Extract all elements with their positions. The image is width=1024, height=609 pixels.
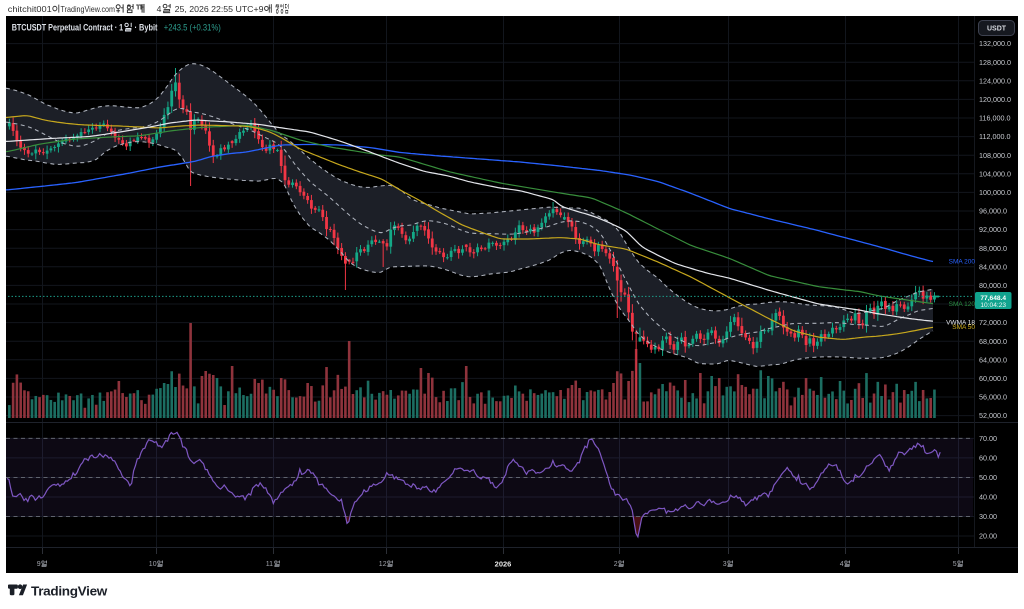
svg-text:88,000.0: 88,000.0 <box>979 244 1007 253</box>
svg-text:25, 2026 22:55 UTC+9: 25, 2026 22:55 UTC+9 <box>175 4 264 14</box>
svg-text:116,000.0: 116,000.0 <box>979 114 1010 123</box>
svg-text:112,000.0: 112,000.0 <box>979 132 1010 141</box>
svg-text:SMA 50: SMA 50 <box>952 324 975 331</box>
svg-text:4: 4 <box>157 4 162 14</box>
svg-text:100,000.0: 100,000.0 <box>979 188 1011 197</box>
svg-text:96,000.0: 96,000.0 <box>979 207 1007 216</box>
svg-text:SMA 200: SMA 200 <box>949 258 976 265</box>
svg-text:30.00: 30.00 <box>979 512 997 521</box>
svg-text:4: 4 <box>840 561 844 568</box>
svg-text:50.00: 50.00 <box>979 473 997 482</box>
svg-text:92,000.0: 92,000.0 <box>979 225 1007 234</box>
svg-text:chitchit001: chitchit001 <box>8 4 52 14</box>
svg-text:128,000.0: 128,000.0 <box>979 58 1011 67</box>
svg-text:104,000.0: 104,000.0 <box>979 169 1011 178</box>
svg-text:68,000.0: 68,000.0 <box>979 337 1007 346</box>
svg-text:11: 11 <box>266 561 273 568</box>
svg-text:120,000.0: 120,000.0 <box>979 95 1011 104</box>
svg-text:77,648.4: 77,648.4 <box>980 295 1006 302</box>
svg-text:USDT: USDT <box>987 26 1007 33</box>
svg-text:9: 9 <box>37 561 41 568</box>
svg-text:132,000.0: 132,000.0 <box>979 39 1011 48</box>
svg-text:+243.5 (+0.31%): +243.5 (+0.31%) <box>164 22 221 32</box>
svg-text:10: 10 <box>149 561 157 568</box>
svg-text:SMA 120: SMA 120 <box>949 301 976 308</box>
svg-text:40.00: 40.00 <box>979 493 997 502</box>
svg-text:84,000.0: 84,000.0 <box>979 262 1007 271</box>
svg-text:108,000.0: 108,000.0 <box>979 151 1011 160</box>
svg-text:64,000.0: 64,000.0 <box>979 355 1007 364</box>
svg-text:12: 12 <box>379 561 387 568</box>
svg-text:80,000.0: 80,000.0 <box>979 281 1007 290</box>
svg-text:2: 2 <box>614 561 618 568</box>
svg-text:TradingView: TradingView <box>31 584 108 598</box>
svg-text:5: 5 <box>953 561 957 568</box>
svg-text:3: 3 <box>723 561 727 568</box>
svg-text:70.00: 70.00 <box>979 434 997 443</box>
svg-text:56,000.0: 56,000.0 <box>979 393 1007 402</box>
svg-text:52,000.0: 52,000.0 <box>979 411 1007 420</box>
svg-text:VWMA 18: VWMA 18 <box>946 319 975 326</box>
svg-text:10:04:23: 10:04:23 <box>980 302 1006 309</box>
svg-text:124,000.0: 124,000.0 <box>979 76 1011 85</box>
svg-text:2026: 2026 <box>495 560 512 569</box>
svg-text:60,000.0: 60,000.0 <box>979 374 1007 383</box>
svg-text:20.00: 20.00 <box>979 532 997 541</box>
svg-text:BTCUSDT Perpetual Contract · 1: BTCUSDT Perpetual Contract · 1 <box>12 22 124 32</box>
svg-text:· Bybit: · Bybit <box>135 22 158 32</box>
svg-text:TradingView.com: TradingView.com <box>61 4 116 14</box>
svg-text:72,000.0: 72,000.0 <box>979 318 1007 327</box>
svg-text:60.00: 60.00 <box>979 454 997 463</box>
